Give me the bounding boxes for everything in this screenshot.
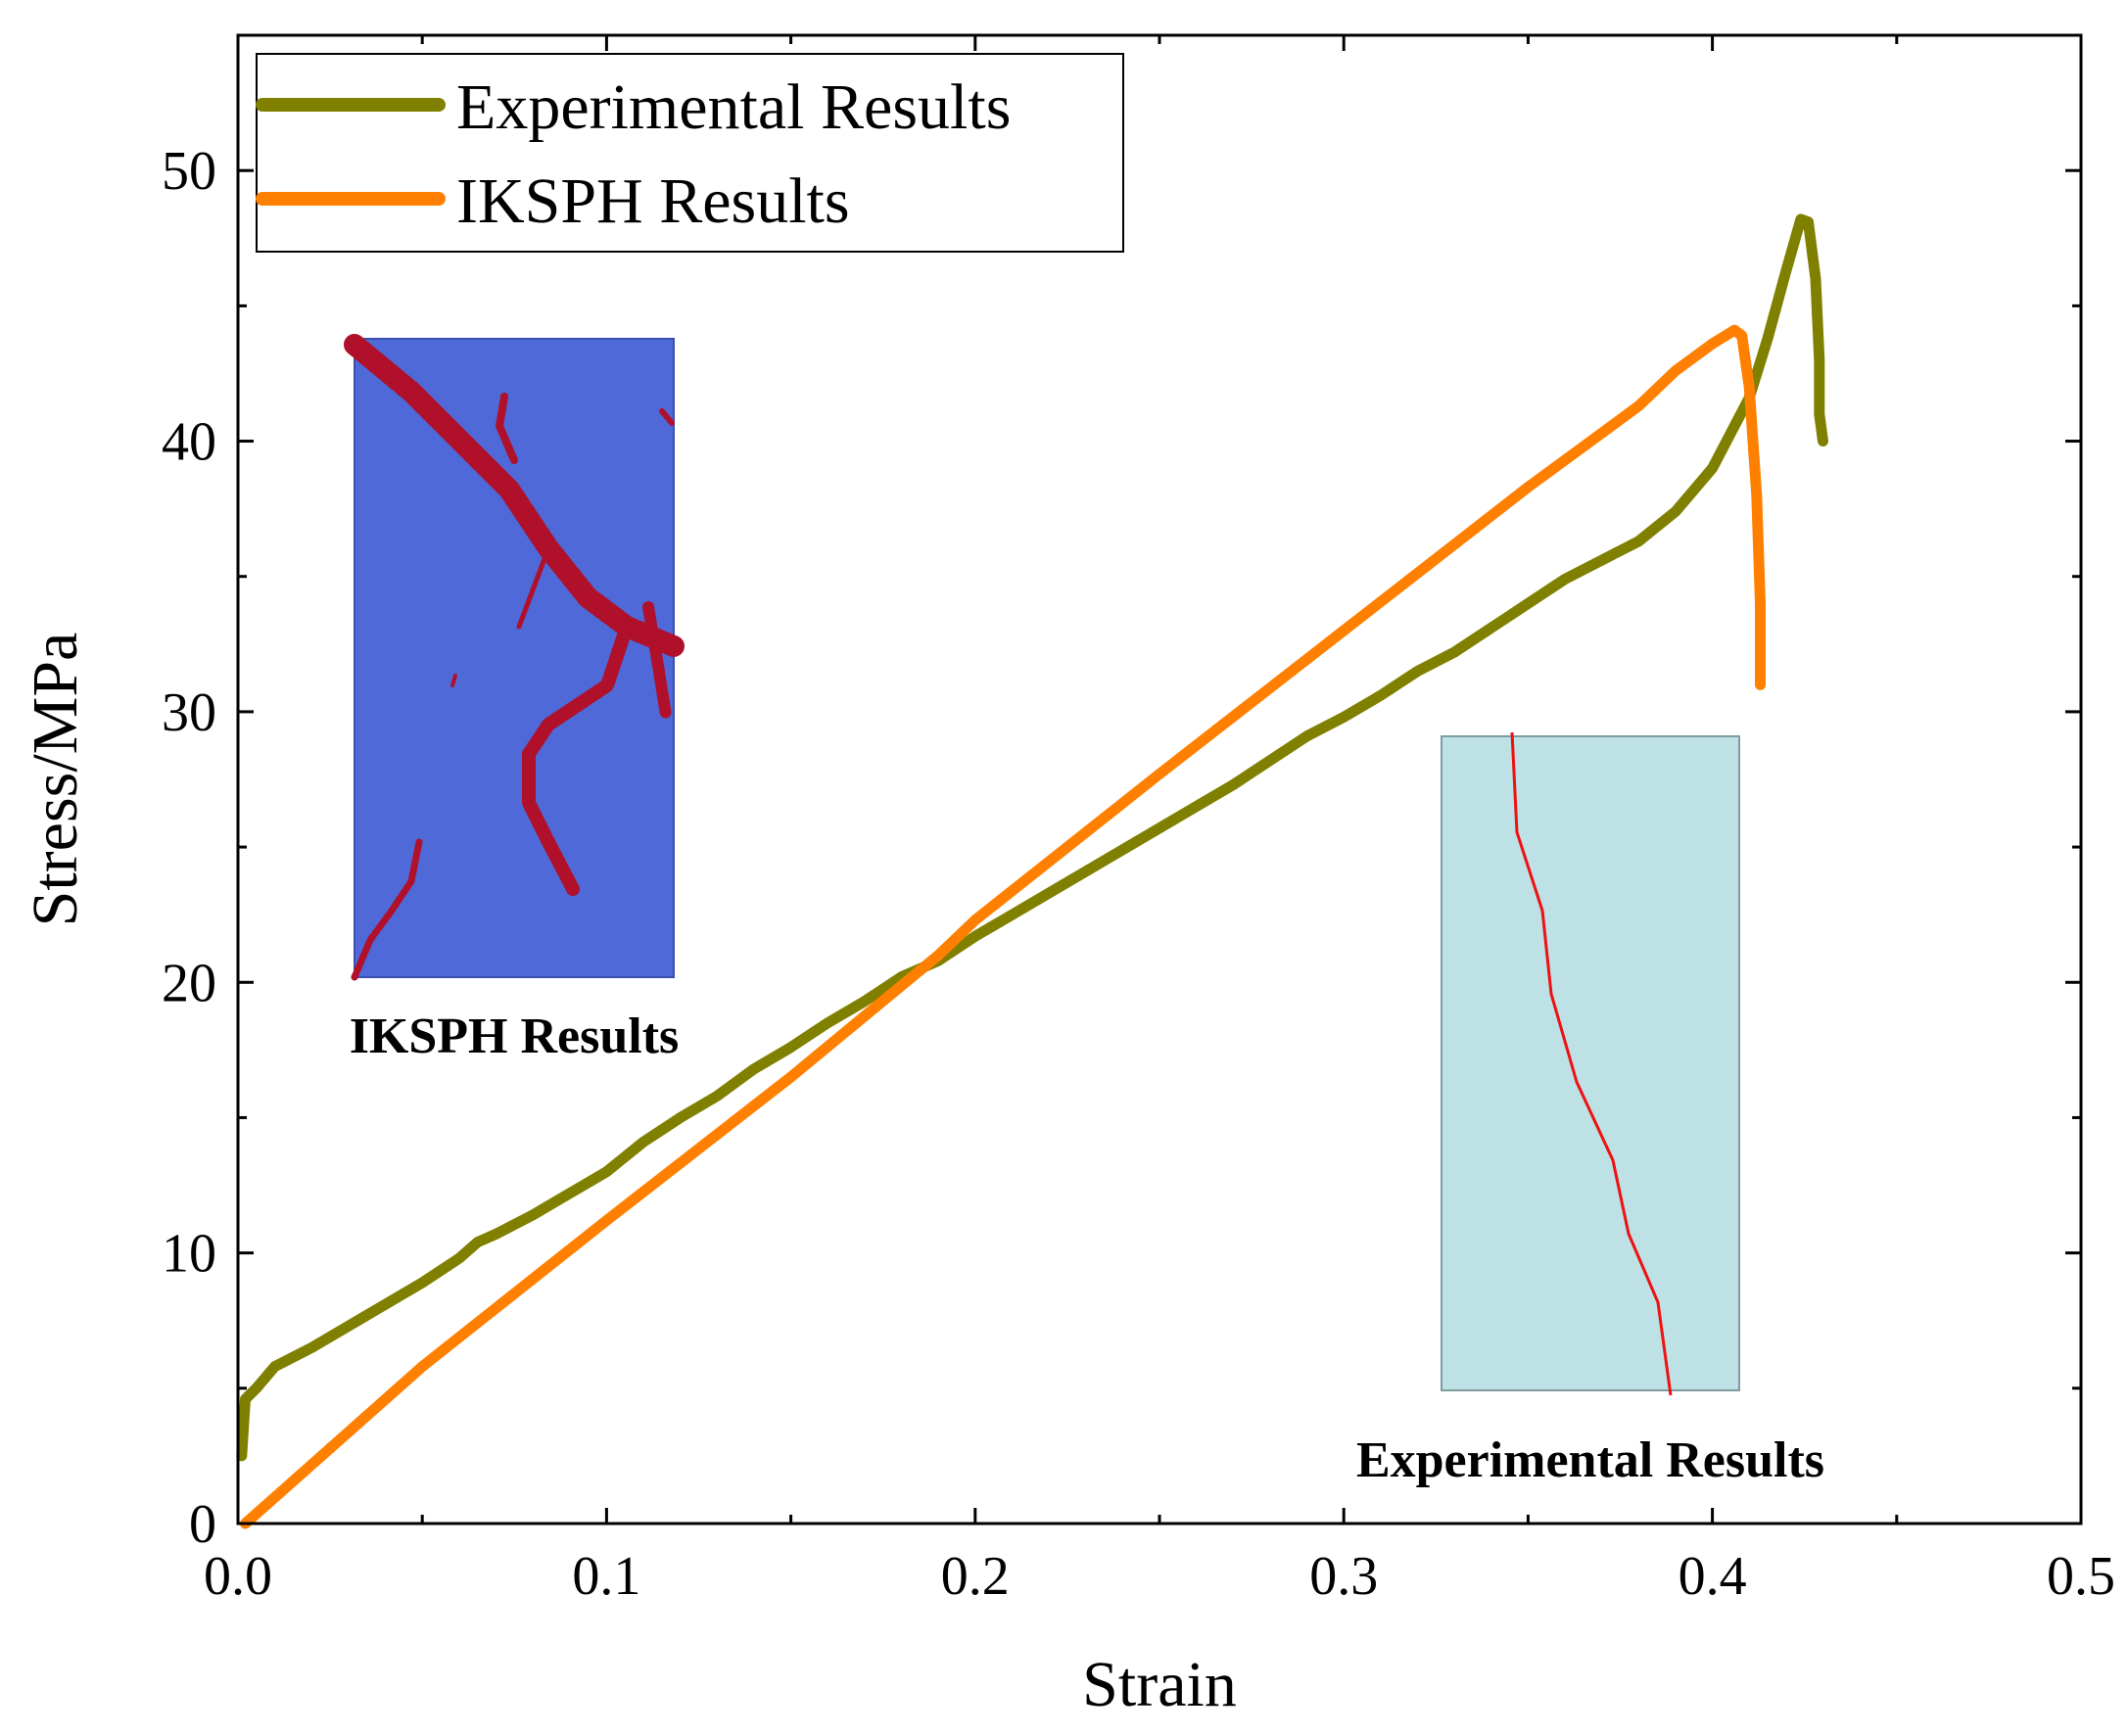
- experimental-inset-caption: Experimental Results: [1356, 1432, 1824, 1488]
- tick-labels: 0.0 0.1 0.2 0.3 0.4 0.5 0 10 20 30 40 50: [162, 141, 2115, 1607]
- experimental-inset: Experimental Results: [1356, 731, 1824, 1488]
- x-tick-label: 0.0: [204, 1546, 272, 1607]
- x-tick-label: 0.3: [1309, 1546, 1378, 1607]
- y-tick-label: 10: [162, 1224, 216, 1285]
- x-tick-label: 0.4: [1679, 1546, 1747, 1607]
- x-tick-label: 0.5: [2047, 1546, 2115, 1607]
- legend-label-experimental-results: Experimental Results: [456, 71, 1011, 143]
- y-tick-label: 0: [189, 1494, 216, 1555]
- legend: Experimental Results IKSPH Results: [256, 53, 1124, 253]
- legend-label-iksph-results: IKSPH Results: [456, 165, 850, 237]
- iksph-inset-background: [354, 338, 675, 978]
- experimental-inset-background: [1441, 735, 1740, 1391]
- plot-frame: [236, 33, 2083, 1525]
- y-tick-label: 50: [162, 141, 216, 202]
- series-line-experimental-results: [236, 213, 1828, 1462]
- legend-box: [256, 53, 1124, 253]
- x-tick-label: 0.2: [941, 1546, 1010, 1607]
- series-line-iksph-results: [240, 324, 1766, 1529]
- x-tick-label: 0.1: [572, 1546, 640, 1607]
- x-axis-title: Strain: [1082, 1649, 1237, 1720]
- iksph-inset: IKSPH Results: [344, 334, 685, 1064]
- y-axis-title: Stress/MPa: [20, 633, 91, 927]
- y-tick-label: 40: [162, 412, 216, 473]
- iksph-crack-pattern: [344, 334, 685, 981]
- experimental-crack-line: [1510, 731, 1673, 1396]
- y-tick-label: 20: [162, 953, 216, 1013]
- y-tick-label: 30: [162, 682, 216, 743]
- iksph-inset-caption: IKSPH Results: [350, 1009, 680, 1064]
